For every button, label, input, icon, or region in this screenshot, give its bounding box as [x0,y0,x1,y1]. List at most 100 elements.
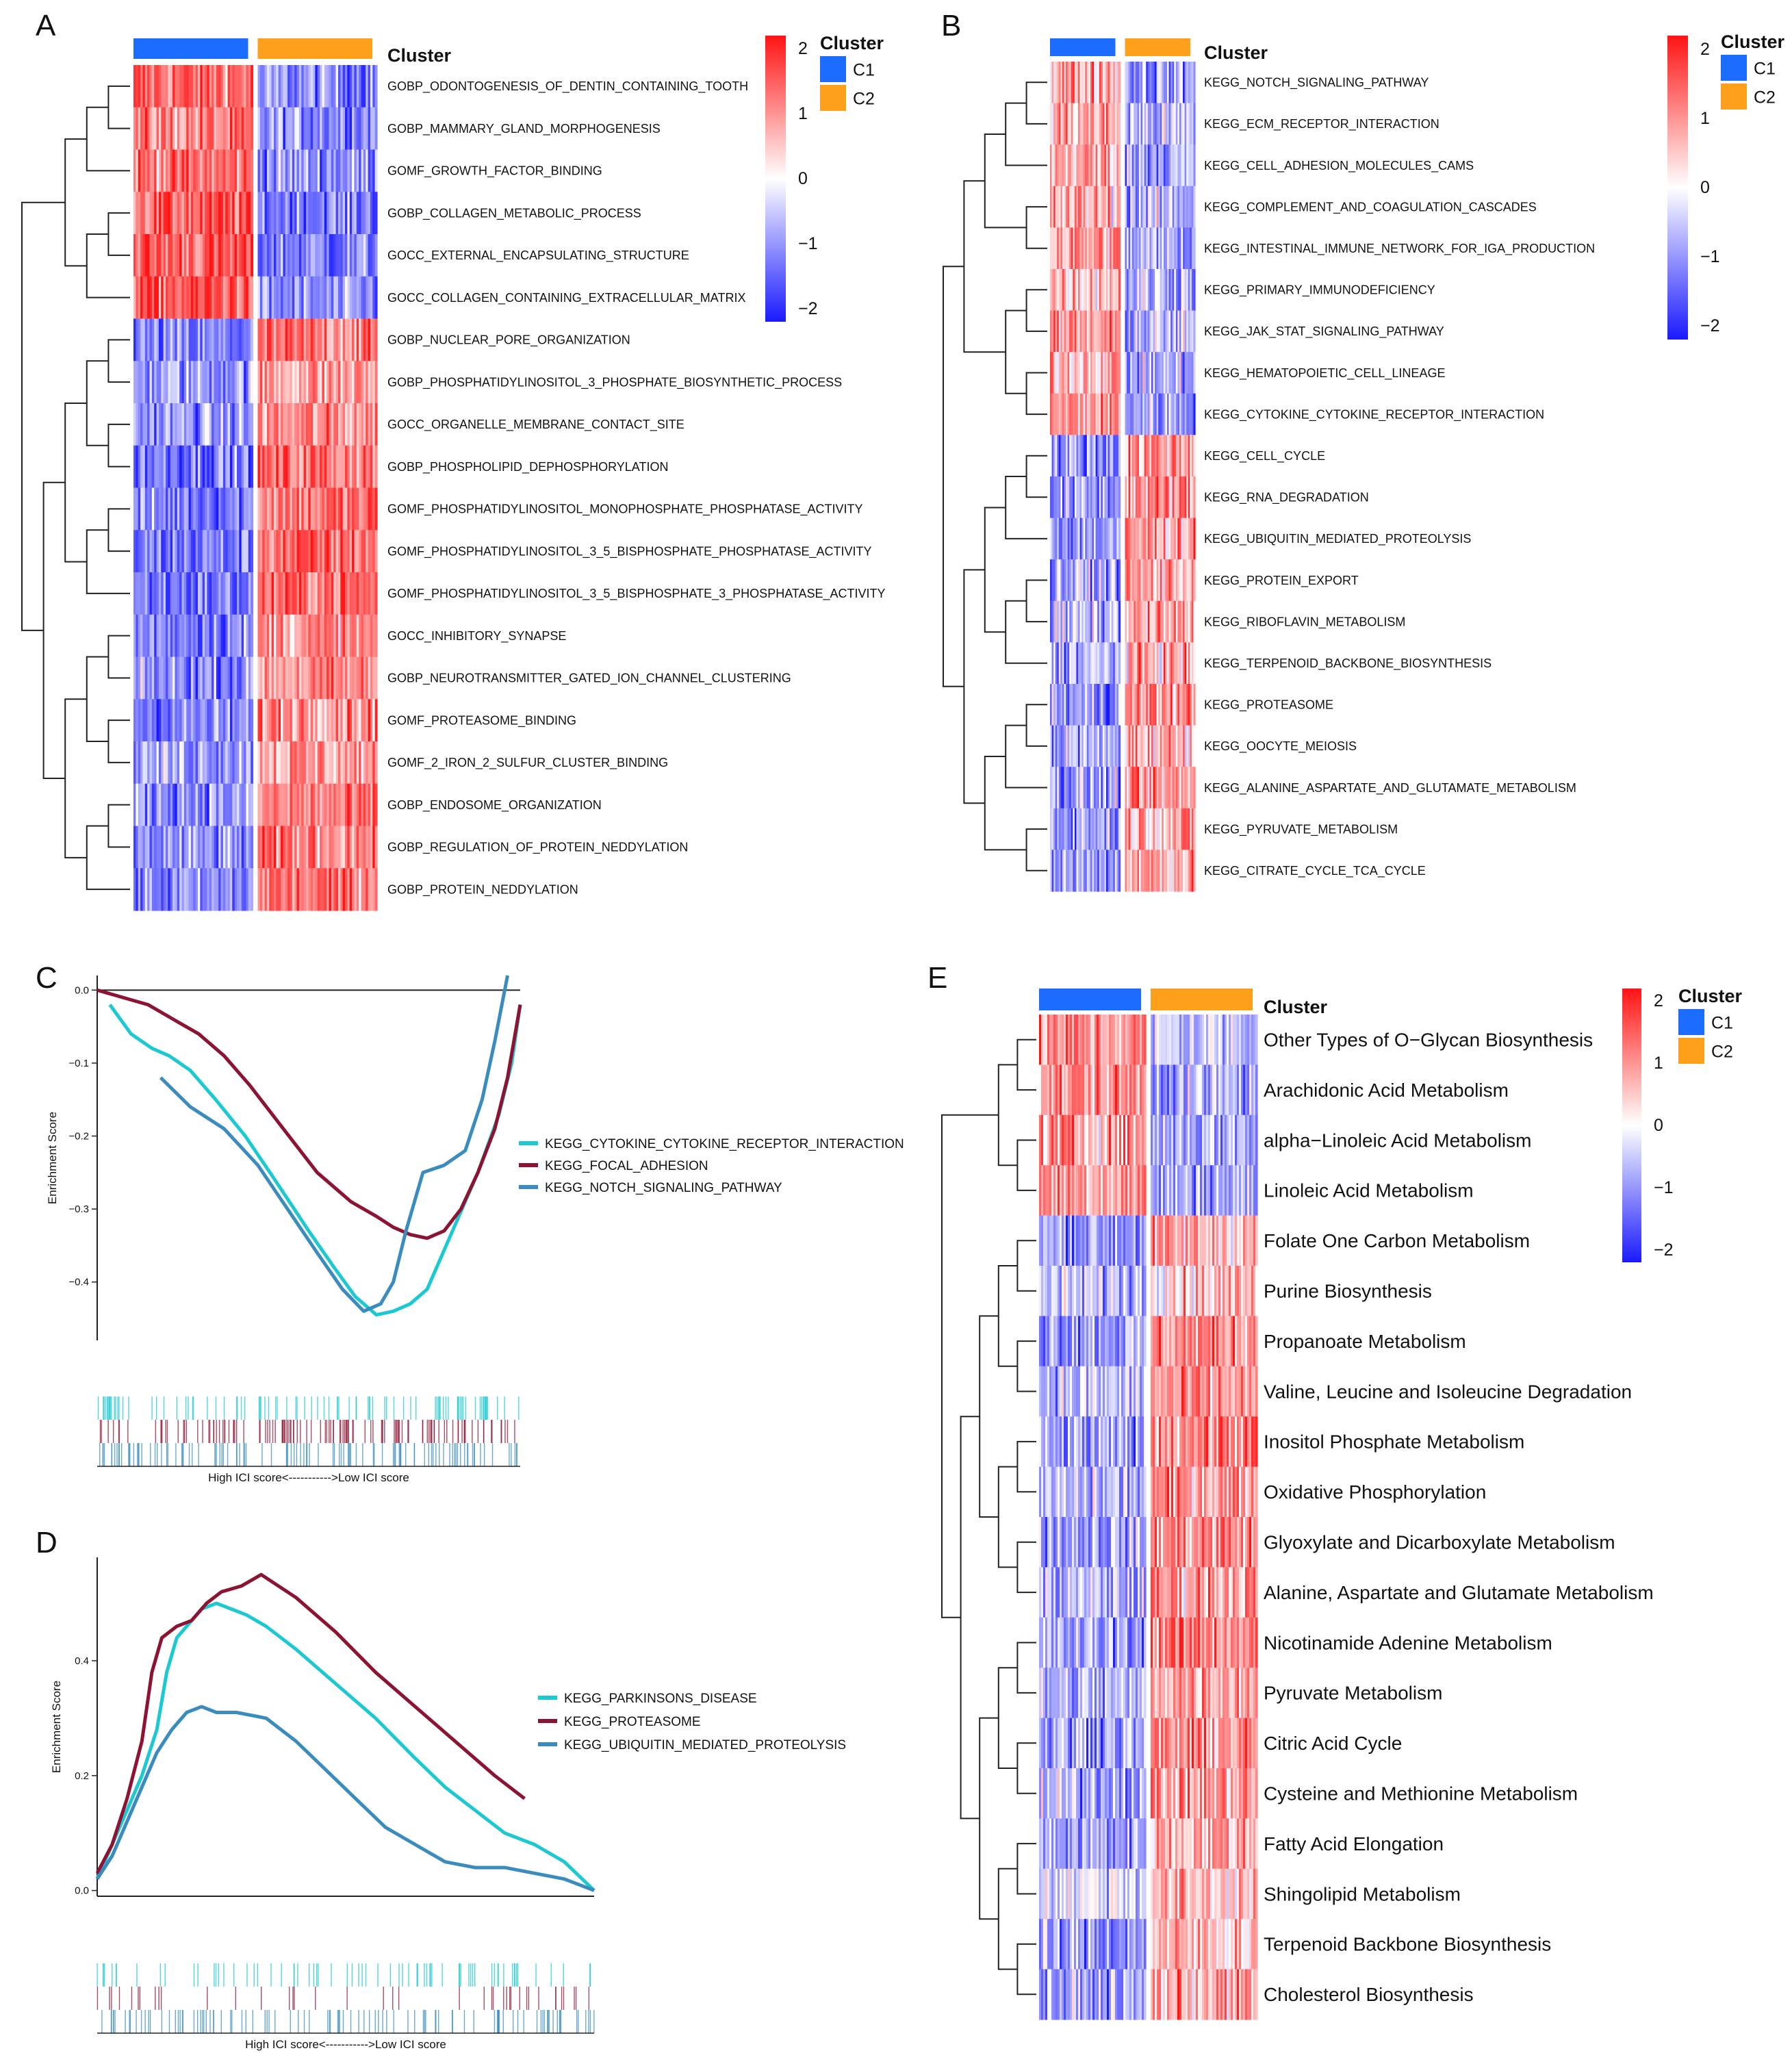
heat-cell [1245,1064,1248,1116]
heat-cell [363,826,366,869]
heat-cell [229,192,233,235]
heat-cell [1204,1015,1207,1065]
heat-cell [1175,767,1178,809]
heat-cell [1085,808,1088,850]
heat-cell [1083,186,1086,228]
heat-cell [308,107,311,151]
dendrogram-branch [984,133,1027,229]
heat-cell [1102,144,1105,187]
heat-cell [193,107,196,151]
heat-cell [158,826,162,869]
heat-cell [1128,684,1131,726]
heat-cell [1062,1567,1064,1618]
heat-cell [342,276,346,320]
heat-cell [207,826,210,869]
row-label: GOBP_COLLAGEN_METABOLIC_PROCESS [387,206,641,220]
row-label: GOMF_PHOSPHATIDYLINOSITOL_MONOPHOSPHATE_… [387,502,862,517]
heat-cell [1139,310,1142,353]
heat-cell [1067,767,1070,809]
heat-cell [1071,310,1073,353]
heat-cell [1082,1215,1085,1266]
heat-cell [237,572,240,615]
heat-cell [1055,725,1058,767]
heat-cell [1125,435,1127,477]
heat-cell [269,107,272,151]
heat-cell [1041,1416,1044,1468]
heat-cell [179,572,183,615]
heat-cell [1193,850,1196,892]
heat-cell [239,403,242,446]
heat-cell [1103,1466,1105,1518]
heat-cell [237,868,240,911]
heat-cell [237,149,240,192]
heat-cell [1165,227,1168,270]
heat-cell [1058,310,1061,353]
heat-cell [269,826,272,869]
heat-cell [1233,1215,1236,1266]
heat-cell [1140,144,1143,187]
heat-cell [1125,1165,1128,1216]
heat-cell [1062,1165,1064,1216]
heat-cell [337,65,341,108]
heat-cell [1153,808,1155,850]
heat-cell [1113,1114,1116,1166]
heat-cell [1134,600,1136,643]
heat-cell [1202,1316,1205,1367]
heat-cell [1067,642,1070,685]
heat-cell [1128,62,1131,104]
heat-cell [1151,518,1154,560]
heat-cell [1163,1015,1166,1065]
heat-cell [287,783,291,827]
row-label: GOMF_PHOSPHATIDYLINOSITOL_3_5_BISPHOSPHA… [387,544,872,559]
heat-cell [1053,227,1056,270]
heat-cell [266,699,270,742]
heat-cell [149,487,153,531]
heat-cell [322,868,325,911]
heat-cell [1119,1215,1122,1266]
heat-cell [140,445,144,489]
heat-cell [1162,850,1164,892]
heat-cell [331,487,334,531]
heat-cell [209,826,212,869]
heat-cell [1165,435,1168,477]
heat-cell [1097,1266,1099,1316]
heat-cell [1208,1215,1211,1266]
heat-cell [1110,393,1112,435]
heat-cell [301,741,305,785]
heat-cell [165,868,168,911]
heat-cell [1140,186,1143,228]
heat-cell [1177,1015,1180,1065]
heat-cell [1079,850,1082,892]
heat-cell [1158,310,1161,353]
heat-cell [1153,1215,1155,1266]
cluster-annotation-c2 [1125,38,1190,56]
heat-cell [1074,352,1077,394]
heat-cell [310,234,313,277]
heat-cell [1068,1215,1071,1266]
heat-cell [1156,227,1159,270]
heat-cell [1157,1316,1160,1367]
heat-cell [1101,269,1103,311]
heat-cell [1140,808,1143,850]
heat-cell [234,65,238,108]
heat-cell [1101,1064,1103,1116]
heat-cell [269,192,272,235]
heat-cell [1179,725,1182,767]
heat-cell [333,572,337,615]
heat-cell [1076,850,1079,892]
heat-cell [1227,1517,1229,1568]
heat-cell [222,868,226,911]
heat-cell [337,107,341,151]
heat-cell [1101,518,1103,560]
heat-cell [303,741,307,785]
heat-cell [1239,1064,1242,1116]
heat-cell [1223,1114,1225,1166]
heat-cell [1149,684,1152,726]
heat-cell [257,741,261,785]
heat-cell [1158,352,1161,394]
heat-cell [352,318,355,361]
heat-cell [313,487,316,531]
heat-cell [276,530,279,573]
heat-cell [205,487,207,531]
heat-cell [195,361,199,404]
